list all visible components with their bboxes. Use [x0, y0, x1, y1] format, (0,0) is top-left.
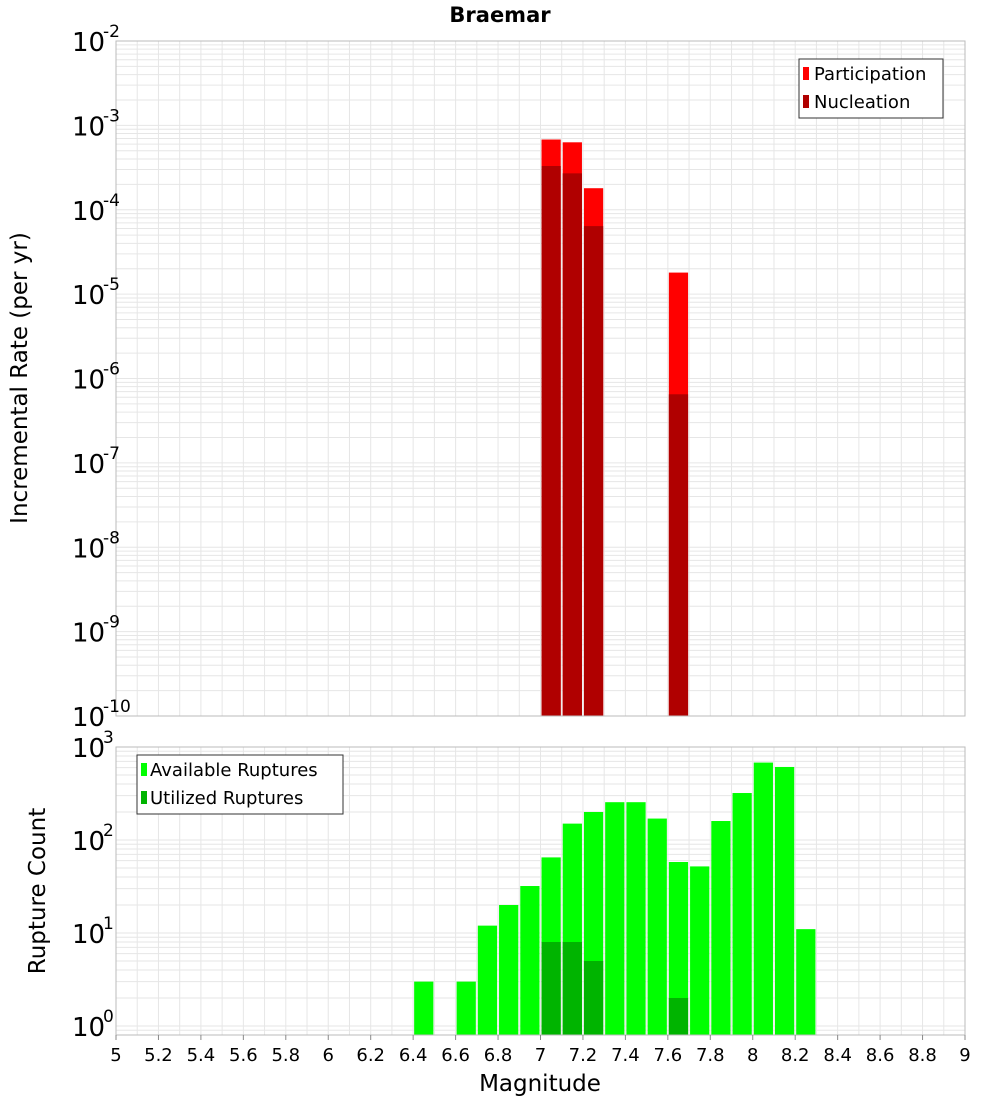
- y-tick-base: 10: [72, 366, 105, 396]
- x-tick-label: 5.8: [271, 1045, 300, 1066]
- y-tick-base: 10: [72, 534, 105, 564]
- bar-available-ruptures: [796, 929, 816, 1035]
- count-legend: Available Ruptures Utilized Ruptures: [136, 754, 344, 815]
- rate-plot-frame: [115, 40, 966, 717]
- bar-available-ruptures: [456, 981, 476, 1035]
- count-plot-grid: [115, 746, 966, 1036]
- rate-legend-box: [798, 58, 944, 119]
- x-tick-label: 9: [959, 1045, 970, 1066]
- x-tick-label: 7.4: [611, 1045, 640, 1066]
- legend-swatch-nucleation: [803, 95, 809, 108]
- chart-title: Braemar: [449, 3, 551, 27]
- bar-available-ruptures: [626, 802, 646, 1035]
- y-tick-exponent: -5: [103, 275, 120, 295]
- y-tick-base: 10: [72, 734, 105, 764]
- y-tick-exponent: -10: [103, 697, 131, 717]
- y-tick-base: 10: [72, 703, 105, 733]
- legend-label-utilized: Utilized Ruptures: [150, 788, 303, 809]
- bar-available-ruptures: [711, 821, 731, 1035]
- x-axis-title: Magnitude: [479, 1071, 601, 1097]
- y-tick-base: 10: [72, 112, 105, 142]
- bar-utilized-ruptures: [583, 960, 604, 1035]
- y-tick-exponent: -6: [103, 360, 120, 380]
- x-tick-label: 5.6: [229, 1045, 258, 1066]
- x-tick-label: 7: [535, 1045, 546, 1066]
- x-tick-label: 8.2: [781, 1045, 810, 1066]
- legend-label-nucleation: Nucleation: [814, 92, 910, 113]
- x-tick-label: 8: [747, 1045, 758, 1066]
- rate-y-axis-title: Incremental Rate (per yr): [7, 232, 33, 524]
- bar-nucleation: [541, 166, 561, 717]
- y-tick-base: 10: [72, 197, 105, 227]
- bar-nucleation: [668, 394, 689, 716]
- x-tick-label: 8.4: [823, 1045, 852, 1066]
- count-plot-bars: [414, 762, 816, 1035]
- rate-plot-grid: [115, 40, 966, 717]
- x-tick-label: 5.4: [187, 1045, 216, 1066]
- bar-utilized-ruptures: [668, 997, 689, 1035]
- legend-label-available: Available Ruptures: [150, 760, 318, 781]
- y-tick-base: 10: [72, 619, 105, 649]
- x-tick-label: 7.2: [569, 1045, 598, 1066]
- bar-nucleation: [583, 226, 604, 716]
- legend-swatch-participation: [803, 67, 809, 80]
- bar-available-ruptures: [499, 904, 519, 1035]
- y-tick-exponent: -2: [103, 22, 120, 42]
- x-tick-label: 8.6: [866, 1045, 895, 1066]
- bar-available-ruptures: [520, 886, 540, 1035]
- legend-label-participation: Participation: [814, 64, 926, 85]
- x-tick-label: 6: [323, 1045, 334, 1066]
- y-tick-base: 10: [72, 28, 105, 58]
- x-tick-label: 6.2: [356, 1045, 385, 1066]
- y-tick-base: 10: [72, 920, 105, 950]
- y-tick-exponent: 3: [103, 728, 114, 748]
- bar-available-ruptures: [732, 793, 752, 1035]
- bar-available-ruptures: [690, 866, 710, 1035]
- bar-utilized-ruptures: [541, 942, 561, 1035]
- y-tick-exponent: 1: [103, 914, 114, 934]
- bar-nucleation: [562, 173, 582, 716]
- x-tick-label: 5.2: [144, 1045, 173, 1066]
- y-tick-exponent: -4: [103, 191, 120, 211]
- x-tick-label: 7.8: [696, 1045, 725, 1066]
- y-tick-exponent: -9: [103, 613, 120, 633]
- x-tick-label: 8.8: [908, 1045, 937, 1066]
- y-tick-exponent: 2: [103, 821, 114, 841]
- x-tick-label: 6.6: [441, 1045, 470, 1066]
- legend-swatch-utilized: [141, 791, 147, 804]
- y-tick-exponent: -3: [103, 106, 120, 126]
- bar-available-ruptures: [605, 802, 625, 1035]
- x-tick-label: 6.8: [484, 1045, 513, 1066]
- y-tick-exponent: 0: [103, 1007, 114, 1027]
- y-tick-exponent: -7: [103, 444, 120, 464]
- bar-utilized-ruptures: [562, 942, 582, 1035]
- bar-available-ruptures: [774, 766, 795, 1035]
- x-tick-label: 7.6: [654, 1045, 683, 1066]
- y-tick-base: 10: [72, 827, 105, 857]
- bar-available-ruptures: [414, 981, 434, 1035]
- y-tick-base: 10: [72, 450, 105, 480]
- rate-plot-bars: [541, 139, 689, 717]
- count-legend-box: [136, 754, 344, 815]
- x-tick-label: 5: [110, 1045, 121, 1066]
- y-tick-base: 10: [72, 1013, 105, 1043]
- rate-legend: Participation Nucleation: [798, 58, 944, 119]
- legend-swatch-available: [141, 763, 147, 776]
- bar-available-ruptures: [647, 818, 667, 1035]
- y-tick-base: 10: [72, 281, 105, 311]
- magnitude-x-ticks: 5 5.2 5.4 5.6 5.8 6 6.2 6.4 6.6 6.8 7 7.2 7.4 7.6 7.8 8…: [110, 1035, 971, 1066]
- x-tick-label: 6.4: [399, 1045, 428, 1066]
- bar-available-ruptures: [668, 861, 689, 1035]
- count-y-axis-title: Rupture Count: [25, 808, 51, 974]
- y-tick-exponent: -8: [103, 528, 120, 548]
- bar-available-ruptures: [753, 762, 773, 1035]
- bar-available-ruptures: [477, 925, 498, 1035]
